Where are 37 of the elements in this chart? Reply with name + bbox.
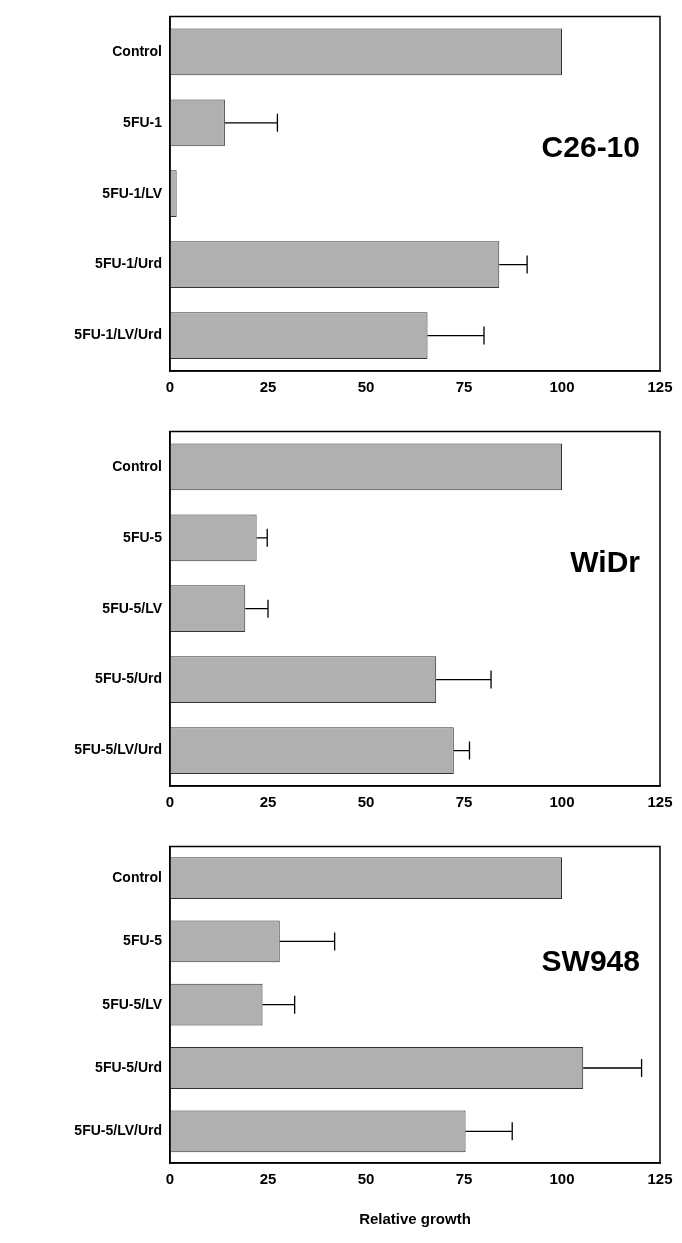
x-tick-label: 50 bbox=[357, 378, 375, 396]
x-tick-label: 25 bbox=[259, 1170, 277, 1188]
text: SW948 bbox=[541, 944, 640, 978]
x-tick-label: 75 bbox=[455, 793, 473, 811]
y-tick-label: Control bbox=[112, 457, 162, 474]
x-tick-label: 50 bbox=[357, 793, 375, 811]
x-tick-label: 100 bbox=[549, 1170, 575, 1188]
x-tick-label: 0 bbox=[165, 1170, 175, 1188]
y-tick-label: 5FU-5/Urd bbox=[95, 1058, 162, 1075]
y-tick-label: 5FU-1/LV/Urd bbox=[74, 326, 162, 343]
x-tick-label: 50 bbox=[357, 1170, 375, 1188]
x-axis-title: Relative growth bbox=[359, 1210, 471, 1228]
x-tick-label: 125 bbox=[647, 793, 673, 811]
y-tick-label: 5FU-5/LV bbox=[102, 995, 163, 1012]
y-tick-label: Control bbox=[112, 42, 162, 59]
y-tick-label: 5FU-5 bbox=[123, 932, 163, 949]
text: WiDr bbox=[570, 544, 641, 578]
text: C26-10 bbox=[541, 129, 640, 163]
x-tick-label: 75 bbox=[455, 378, 473, 396]
y-tick-label: 5FU-1/Urd bbox=[95, 255, 162, 272]
x-tick-label: 125 bbox=[647, 1170, 673, 1188]
y-tick-label: Control bbox=[112, 868, 162, 885]
y-tick-label: 5FU-5/LV/Urd bbox=[74, 741, 162, 758]
y-tick-label: 5FU-5/Urd bbox=[95, 670, 162, 687]
x-tick-label: 100 bbox=[549, 793, 575, 811]
x-tick-label: 0 bbox=[165, 378, 175, 396]
x-tick-label: 125 bbox=[647, 378, 673, 396]
x-tick-label: 100 bbox=[549, 378, 575, 396]
y-tick-label: 5FU-5/LV/Urd bbox=[74, 1122, 162, 1139]
x-tick-label: 0 bbox=[165, 793, 175, 811]
x-tick-label: 25 bbox=[259, 378, 277, 396]
y-tick-label: 5FU-1 bbox=[123, 113, 163, 130]
y-tick-label: 5FU-1/LV bbox=[102, 184, 163, 201]
x-tick-label: 75 bbox=[455, 1170, 473, 1188]
y-tick-label: 5FU-5/LV bbox=[102, 599, 163, 616]
y-tick-label: 5FU-5 bbox=[123, 528, 163, 545]
x-tick-label: 25 bbox=[259, 793, 277, 811]
